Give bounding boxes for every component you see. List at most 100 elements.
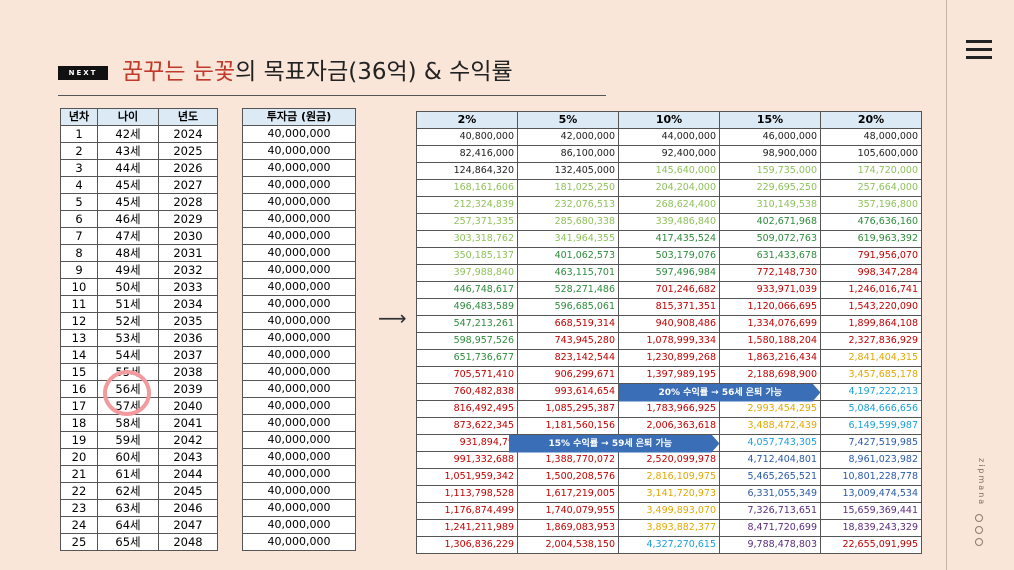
- returns-cell: 547,213,261: [416, 315, 518, 333]
- table-row: 40,800,000 42,000,000 44,000,000 46,000,000…: [416, 128, 922, 146]
- table-cell: 2031: [158, 244, 218, 262]
- table-cell: 2029: [158, 210, 218, 228]
- table-row: 40,000,000: [242, 363, 356, 381]
- year-age-table: 년차 나이 년도 1 42세 2024 2 43세 2025 3 44세 2026 4 45세 2027 5…: [60, 108, 218, 551]
- returns-cell: 991,332,688: [416, 451, 518, 469]
- returns-cell: 15,659,369,441: [820, 502, 922, 520]
- returns-cell: 619,963,392: [820, 230, 922, 248]
- table-row: 40,000,000: [242, 227, 356, 245]
- returns-cell: 132,405,000: [517, 162, 619, 180]
- table-row: 2 43세 2025: [60, 142, 218, 160]
- table-row: 446,748,617 528,271,486 701,246,682 933,971…: [416, 281, 922, 299]
- principal-cell: 40,000,000: [242, 125, 356, 143]
- returns-header: 2%: [416, 111, 518, 129]
- table-cell: 64세: [97, 516, 159, 534]
- table-cell: 16: [60, 380, 98, 398]
- returns-cell: 8,961,023,982: [820, 451, 922, 469]
- table-cell: 2032: [158, 261, 218, 279]
- returns-cell: 397,988,840: [416, 264, 518, 282]
- arrow-icon: ⟶: [378, 306, 407, 330]
- table-row: 22 62세 2045: [60, 482, 218, 500]
- returns-cell: 339,486,840: [618, 213, 720, 231]
- table-row: 40,000,000: [242, 244, 356, 262]
- table-row: 40,000,000: [242, 465, 356, 483]
- returns-cell: 6,331,055,349: [719, 485, 821, 503]
- returns-cell: 1,120,066,695: [719, 298, 821, 316]
- returns-cell: 9,788,478,803: [719, 536, 821, 554]
- returns-cell: 2,327,836,929: [820, 332, 922, 350]
- returns-cell: 401,062,573: [517, 247, 619, 265]
- table-cell: 15: [60, 363, 98, 381]
- returns-cell: 1,899,864,108: [820, 315, 922, 333]
- left-table-header: 년차: [60, 108, 98, 126]
- table-row: 40,000,000: [242, 431, 356, 449]
- returns-cell: 3,141,720,973: [618, 485, 720, 503]
- returns-cell: 705,571,410: [416, 366, 518, 384]
- returns-cell: 1,740,079,955: [517, 502, 619, 520]
- table-row: 82,416,000 86,100,000 92,400,000 98,900,000…: [416, 145, 922, 163]
- hamburger-menu-icon[interactable]: [966, 40, 994, 60]
- principal-cell: 40,000,000: [242, 159, 356, 177]
- table-cell: 22: [60, 482, 98, 500]
- table-row: 9 49세 2032: [60, 261, 218, 279]
- table-row: 40,000,000: [242, 397, 356, 415]
- table-cell: 21: [60, 465, 98, 483]
- table-cell: 2046: [158, 499, 218, 517]
- returns-cell: 42,000,000: [517, 128, 619, 146]
- returns-cell: 13,009,474,534: [820, 485, 922, 503]
- table-cell: 60세: [97, 448, 159, 466]
- table-row: 24 64세 2047: [60, 516, 218, 534]
- returns-cell: 760,482,838: [416, 383, 518, 401]
- table-row: 873,622,345 1,181,560,156 2,006,363,618 3,4…: [416, 417, 922, 435]
- returns-cell: 598,957,526: [416, 332, 518, 350]
- returns-cell: 772,148,730: [719, 264, 821, 282]
- returns-cell: 1,580,188,204: [719, 332, 821, 350]
- returns-cell: 1,500,208,576: [517, 468, 619, 486]
- returns-cell: 417,435,524: [618, 230, 720, 248]
- page-title: 꿈꾸는 눈꽃의 목표자금(36억) & 수익률: [122, 55, 513, 89]
- pagination-dots[interactable]: [975, 514, 983, 550]
- table-row: 7 47세 2030: [60, 227, 218, 245]
- table-cell: 48세: [97, 244, 159, 262]
- table-row: 40,000,000: [242, 533, 356, 551]
- table-cell: 45세: [97, 176, 159, 194]
- returns-cell: 92,400,000: [618, 145, 720, 163]
- returns-cell: 257,664,000: [820, 179, 922, 197]
- returns-cell: 159,735,000: [719, 162, 821, 180]
- table-cell: 2038: [158, 363, 218, 381]
- table-cell: 11: [60, 295, 98, 313]
- principal-cell: 40,000,000: [242, 227, 356, 245]
- table-cell: 10: [60, 278, 98, 296]
- returns-cell: 2,004,538,150: [517, 536, 619, 554]
- returns-cell: 22,655,091,995: [820, 536, 922, 554]
- table-row: 257,371,335 285,680,338 339,486,840 402,671…: [416, 213, 922, 231]
- returns-cell: 476,636,160: [820, 213, 922, 231]
- returns-cell: 1,543,220,090: [820, 298, 922, 316]
- returns-cell: 402,671,968: [719, 213, 821, 231]
- table-cell: 49세: [97, 261, 159, 279]
- table-row: 12 52세 2035: [60, 312, 218, 330]
- table-cell: 42세: [97, 125, 159, 143]
- returns-cell: 105,600,000: [820, 145, 922, 163]
- returns-table: 2% 5% 10% 15% 20% 40,800,000 42,000,000 44,000…: [416, 111, 922, 554]
- returns-cell: 446,748,617: [416, 281, 518, 299]
- table-cell: 2027: [158, 176, 218, 194]
- returns-cell: 7,427,519,985: [820, 434, 922, 452]
- table-row: 397,988,840 463,115,701 597,496,984 772,148…: [416, 264, 922, 282]
- table-cell: 2025: [158, 142, 218, 160]
- returns-cell: 5,084,666,656: [820, 400, 922, 418]
- next-badge: NEXT: [58, 66, 108, 80]
- table-cell: 3: [60, 159, 98, 177]
- returns-header: 5%: [517, 111, 619, 129]
- principal-cell: 40,000,000: [242, 295, 356, 313]
- returns-cell: 285,680,338: [517, 213, 619, 231]
- returns-cell: 823,142,544: [517, 349, 619, 367]
- table-row: 40,000,000: [242, 516, 356, 534]
- table-cell: 62세: [97, 482, 159, 500]
- table-row: 40,000,000: [242, 159, 356, 177]
- table-row: 40,000,000: [242, 295, 356, 313]
- table-cell: 7: [60, 227, 98, 245]
- table-row: 303,318,762 341,964,355 417,435,524 509,072…: [416, 230, 922, 248]
- table-cell: 2030: [158, 227, 218, 245]
- table-row: 40,000,000: [242, 312, 356, 330]
